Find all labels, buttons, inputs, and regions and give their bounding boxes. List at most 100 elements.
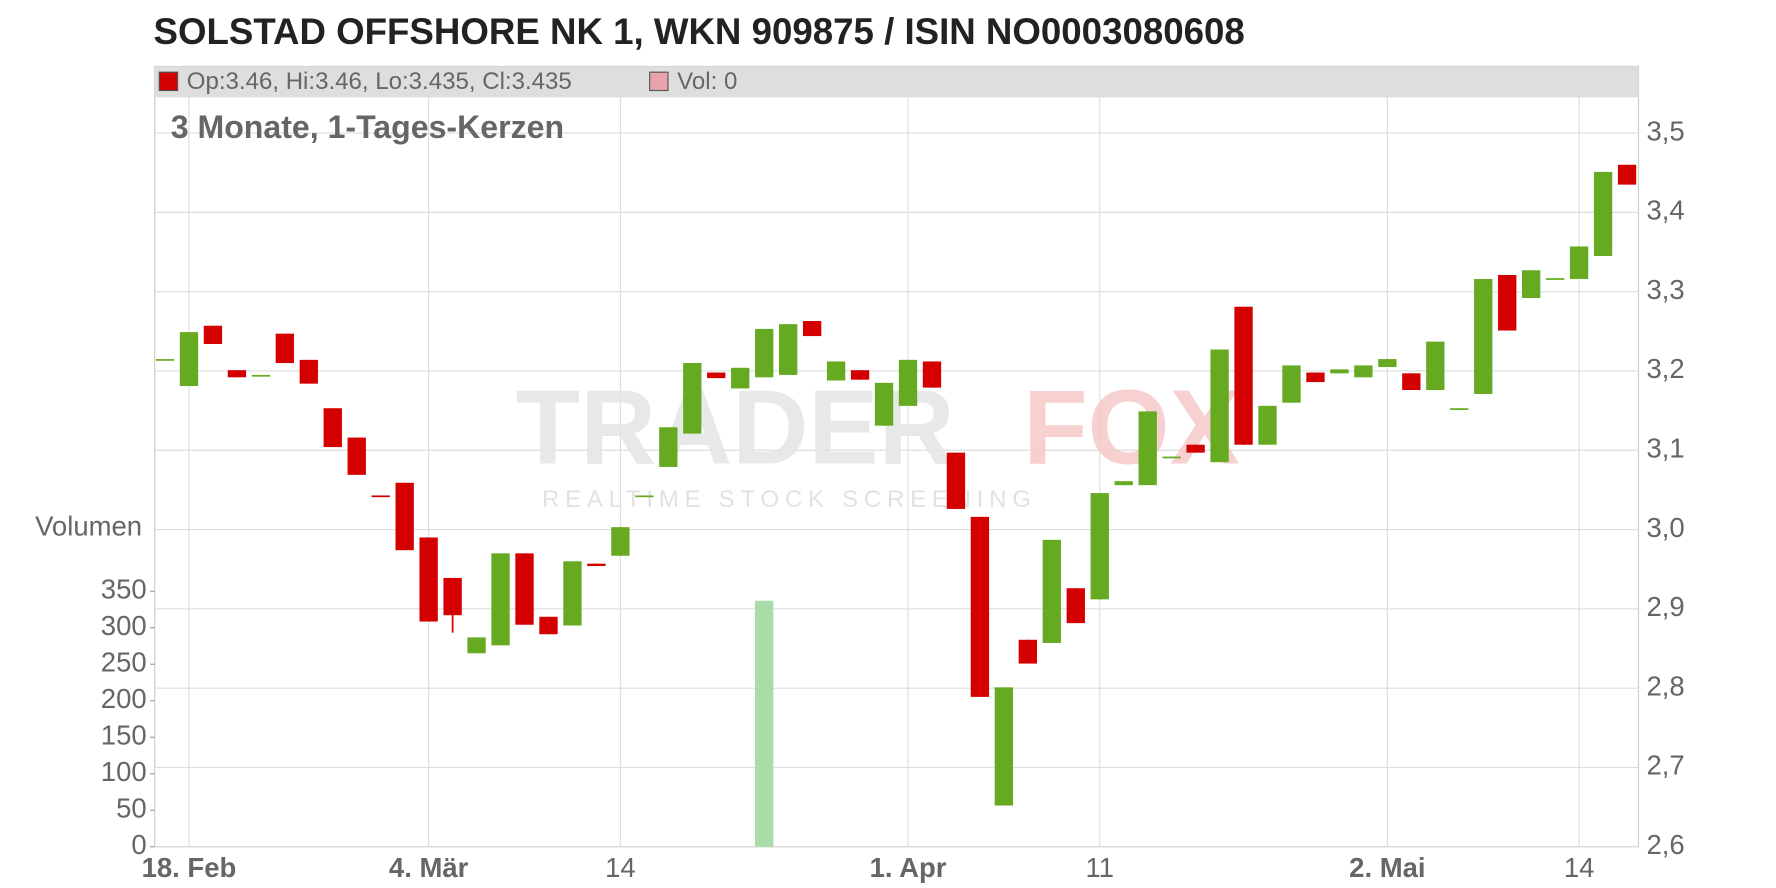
candle-body [826,361,846,381]
candle-body [946,452,966,509]
candle-body [347,437,366,475]
candle-body [778,324,798,375]
candle-body [1593,171,1613,256]
candle-body [1258,405,1277,445]
candle-body [539,616,558,635]
x-tick-label: 11 [1085,852,1114,883]
volume-tick-label: 200 [101,683,147,714]
candle-body [251,374,271,377]
candle-body [467,637,486,654]
candle-body [419,537,438,622]
y-tick-label: 3,1 [1647,433,1685,464]
candle-body [994,687,1014,806]
y-tick-label: 2,6 [1647,829,1685,860]
y-tick-label: 3,5 [1647,115,1685,146]
candle-body [611,527,630,556]
x-tick-label: 18. Feb [142,852,237,883]
candle-body [299,359,318,384]
candle-body [1426,341,1445,390]
candle-body [850,370,870,380]
candle-body [1306,372,1325,383]
candle-body [563,561,582,626]
candle-body [1330,369,1349,374]
legend-swatch [649,71,669,92]
volume-tick-label: 250 [101,647,147,678]
candle-body [970,516,990,697]
y-tick-label: 2,7 [1647,750,1685,781]
volume-tick-label: 50 [116,793,147,824]
y-tick-label: 2,9 [1647,591,1685,622]
x-tick-label: 14 [1564,852,1595,883]
candle-body [515,553,534,625]
volume-tick-label: 150 [101,720,147,751]
candle-body [179,332,199,387]
candle-body [1042,539,1061,643]
y-tick-label: 3,2 [1647,353,1685,384]
legend-label: Vol: 0 [677,68,737,95]
candle-body [1186,444,1205,453]
candle-body [1450,408,1469,410]
x-tick-label: 14 [605,852,636,883]
candle-body [1234,306,1253,445]
candle-body [1378,359,1397,367]
candle-body [1066,588,1085,624]
chart-subtitle: 3 Monate, 1-Tages-Kerzen [171,109,564,145]
volume-tick-label: 100 [101,756,147,787]
y-tick-label: 3,4 [1647,195,1685,226]
candle-body [707,372,726,379]
candle-body [874,382,894,426]
candle-body [155,359,175,361]
candle-body [898,359,918,406]
volume-axis-title: Volumen [35,510,142,541]
plot-area [154,65,1640,848]
candle-body [1617,164,1637,185]
candle-body [275,333,295,364]
x-tick-label: 1. Apr [870,852,947,883]
candle-body [371,495,390,498]
candle-body [683,363,702,434]
candle-body [1354,365,1373,378]
candle-body [1474,278,1493,394]
legend-swatch [158,71,179,92]
candle-body [802,321,822,337]
y-tick-label: 3,0 [1647,512,1685,543]
x-tick-label: 2. Mai [1349,852,1425,883]
candle-body [731,367,750,389]
grid [150,97,1639,848]
chart-title: SOLSTAD OFFSHORE NK 1, WKN 909875 / ISIN… [154,11,1245,52]
candle-body [1282,365,1301,403]
candle-body [1545,278,1565,280]
candle-body [1162,456,1181,459]
candle-body [443,577,462,616]
candle-body [635,495,654,498]
candle-body [203,325,223,345]
x-tick-label: 4. Mär [389,852,469,883]
candle-body [1402,373,1421,390]
candle-body [395,482,414,551]
candle-body [659,427,678,467]
candle-body [755,328,774,378]
candle-body [587,563,606,567]
volume-bar [755,600,774,847]
y-tick-label: 3,3 [1647,274,1685,305]
candle-body [227,370,247,378]
candle-body [323,408,342,448]
legend-band [154,66,1639,98]
volume-tick-label: 0 [131,829,146,860]
candle-body [491,553,510,646]
candle-body [922,361,942,388]
candle-body [1138,411,1157,486]
candle-body [1090,493,1109,600]
y-tick-label: 2,8 [1647,670,1685,701]
candle-body [1498,275,1517,331]
candle-body [1210,349,1229,463]
candle-body [1522,270,1541,299]
candle-body [1018,639,1038,664]
candle-body [1569,246,1589,279]
watermark-text: FOX [1023,369,1240,486]
labels: 2,6 2,7 2,8 2,9 3,0 3,1 3,2 3,3 3,4 3,5 0 50 100 150 2… [101,68,1685,883]
volume-tick-label: 350 [101,574,147,605]
marks [155,164,1637,847]
volume-tick-label: 300 [101,610,147,641]
